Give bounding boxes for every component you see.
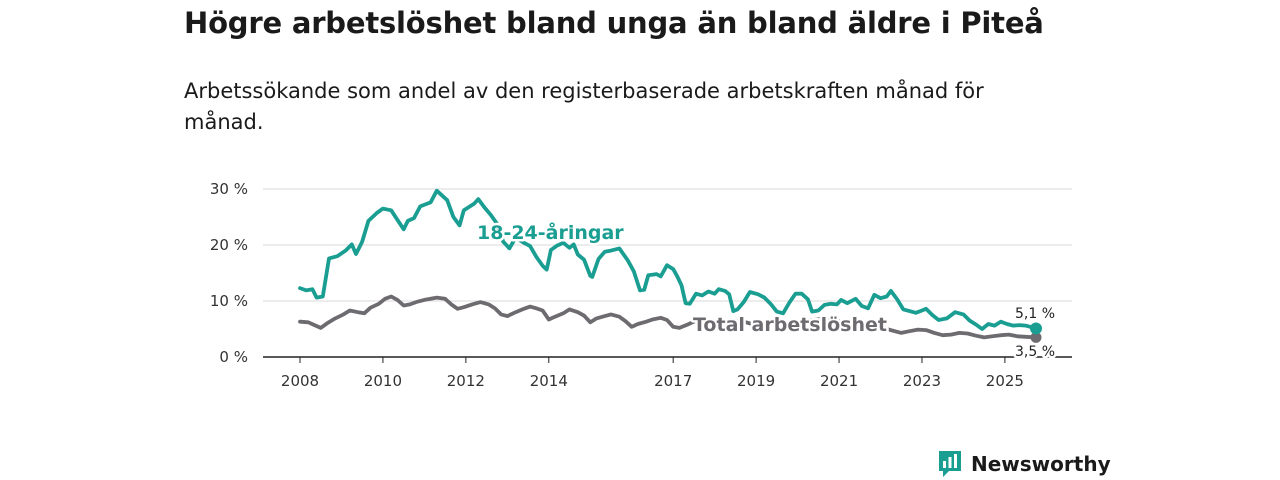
- end-label-18-24: 5,1 %: [1015, 306, 1055, 322]
- series-line-18-24: [298, 188, 1038, 331]
- x-tick-label: 2023: [903, 372, 941, 390]
- x-tick-label: 2021: [820, 372, 858, 390]
- x-tick-label: 2014: [530, 372, 568, 390]
- x-tick-label: 2017: [654, 372, 692, 390]
- x-tick-label: 2010: [364, 372, 402, 390]
- series-line-total: [298, 294, 1038, 340]
- newsworthy-logo[interactable]: Newsworthy: [937, 448, 1111, 480]
- y-tick-label: 30 %: [210, 180, 248, 198]
- series-label-18-24: 18-24-åringar: [477, 220, 624, 244]
- chart-title: Högre arbetslöshet bland unga än bland ä…: [184, 6, 1044, 40]
- logo-text: Newsworthy: [971, 452, 1111, 476]
- x-tick-label: 2008: [281, 372, 319, 390]
- end-label-total: 3,5 %: [1015, 344, 1055, 360]
- gridlines: [263, 188, 1072, 302]
- end-point-18-24: [1030, 322, 1042, 335]
- y-tick-label: 20 %: [210, 236, 248, 254]
- line-chart: 0 % 10 % 20 % 30 % 2008 2010 2012 2014 2017 2019…: [210, 180, 1072, 390]
- chart-subtitle: Arbetssökande som andel av den registerb…: [184, 79, 984, 134]
- bar-chart-icon: [939, 451, 961, 477]
- y-tick-label: 0 %: [219, 348, 248, 366]
- x-tick-label: 2019: [737, 372, 775, 390]
- x-tick-label: 2012: [447, 372, 485, 390]
- end-point-total: [1030, 331, 1042, 343]
- series-lines: [298, 188, 1042, 343]
- series-label-total: Total arbetslöshet: [693, 314, 887, 336]
- series-labels: 18-24-åringar Total arbetslöshet 5,1 % 3,5 …: [475, 218, 1058, 363]
- y-tick-label: 10 %: [210, 292, 248, 310]
- y-axis-ticks: 0 % 10 % 20 % 30 %: [210, 180, 248, 366]
- x-axis-ticks: 2008 2010 2012 2014 2017 2019 2021 2023 2025: [281, 357, 1024, 390]
- x-tick-label: 2025: [986, 372, 1024, 390]
